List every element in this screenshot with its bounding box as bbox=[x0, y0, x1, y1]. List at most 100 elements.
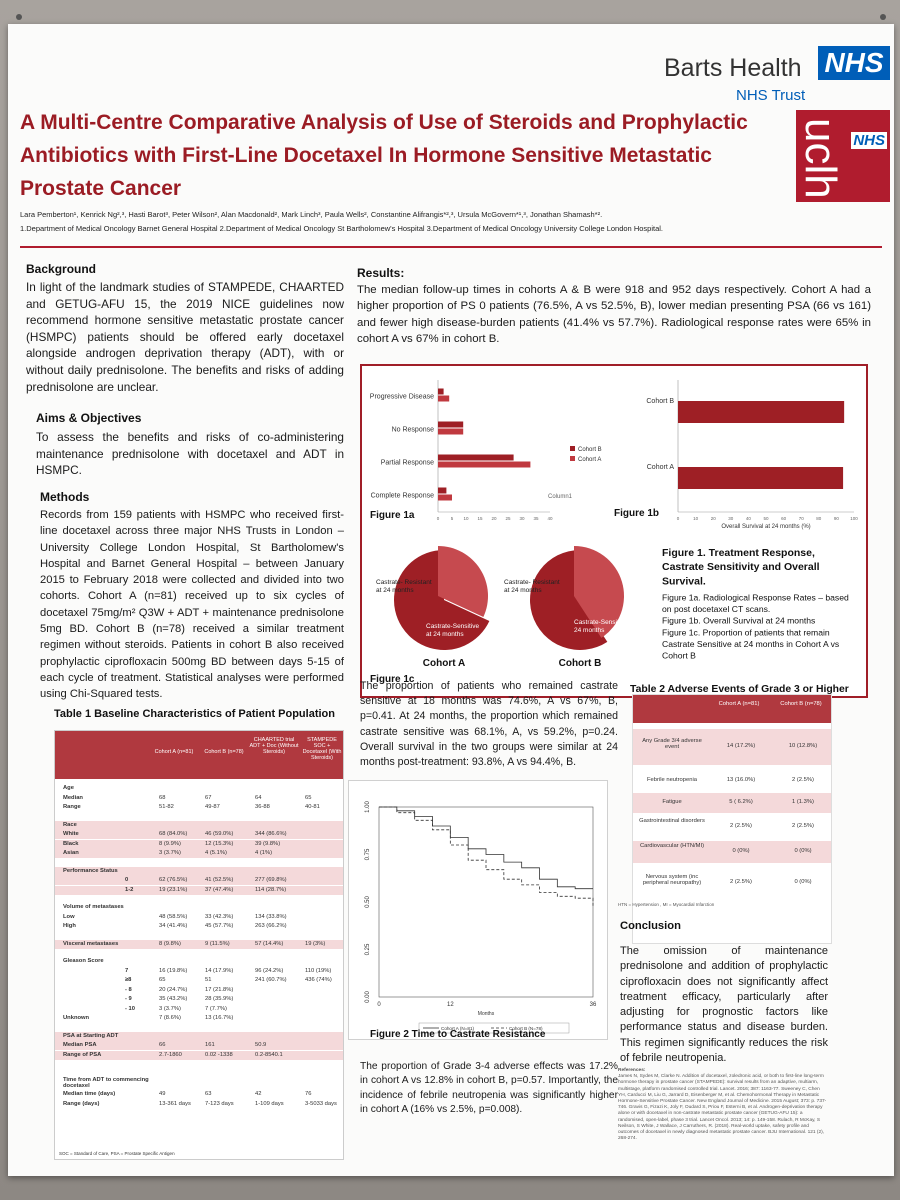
table1-row-band bbox=[55, 830, 343, 839]
table1-cell: 7 (8.6%) bbox=[159, 1015, 181, 1021]
table1-cell: 0.02 -1338 bbox=[205, 1051, 233, 1058]
results-text: The median follow-up times in cohorts A … bbox=[357, 284, 871, 346]
fig1a-tick-label: 15 bbox=[477, 516, 483, 521]
table1-row-label: - 10 bbox=[125, 1005, 135, 1012]
references: References: James N, Sydes M, Clarke N. … bbox=[618, 1068, 828, 1142]
conclusion-text: The omission of maintenance prednisolone… bbox=[620, 945, 828, 1065]
table1-row-band bbox=[55, 885, 343, 895]
table1-cell: 51-82 bbox=[159, 804, 174, 810]
table1-row-band bbox=[55, 939, 343, 949]
figure2-chart: 0.00 0.25 0.50 0.75 1.00 0 12 36 Months Cohort A … bbox=[365, 801, 597, 1034]
table2-row-band bbox=[633, 729, 831, 765]
table2-cell: 0 (0%) bbox=[732, 848, 750, 854]
table1-cell: 68 (84.0%) bbox=[159, 831, 188, 837]
table1-row-label: Age bbox=[63, 785, 74, 791]
table1-cell: 96 (24.2%) bbox=[255, 967, 284, 974]
table2-row-label: Any Grade 3/4 adverse event bbox=[642, 738, 702, 750]
table2-col-cohort-a: Cohort A (n=81) bbox=[718, 701, 760, 707]
fig2-legend-b: Cohort B (N=78) bbox=[509, 1026, 543, 1031]
fig2-ytick: 1.00 bbox=[365, 801, 371, 813]
fig1b-tick-label: 40 bbox=[746, 516, 752, 521]
pie-slice-sensitive bbox=[394, 550, 490, 650]
fig2-ytick: 0.75 bbox=[365, 848, 371, 860]
table2-cell: 5 ( 6.2%) bbox=[729, 799, 753, 805]
table1-row-label: Range of PSA bbox=[63, 1051, 102, 1058]
table1-cell: 241 (60.7%) bbox=[255, 977, 287, 983]
fig1a-tick-label: 5 bbox=[451, 516, 454, 521]
fig1a-category-label: Complete Response bbox=[371, 493, 435, 500]
fig1b-tick-label: 30 bbox=[728, 516, 734, 521]
table2-cell: 10 (12.8%) bbox=[788, 743, 818, 749]
table1-cell: 161 bbox=[205, 1042, 215, 1048]
fig1a-tick-label: 30 bbox=[519, 516, 525, 521]
fig1b-tick-label: 10 bbox=[693, 516, 699, 521]
methods-heading: Methods bbox=[40, 490, 90, 504]
fig2-xlabel: Months bbox=[478, 1011, 495, 1017]
castrate-text: The proportion of patients who remained … bbox=[360, 680, 618, 769]
fig1c-label: Figure 1c bbox=[370, 674, 415, 685]
table1-col-cohort-b: Cohort B (n=78) bbox=[204, 749, 244, 755]
table2-row-label: Cardiovascular (HTN/MI) bbox=[639, 843, 705, 849]
fig1b-tick-label: 90 bbox=[834, 516, 840, 521]
table1-cell: 3 (3.7%) bbox=[159, 1005, 181, 1012]
table1-cell: 14 (17.9%) bbox=[205, 967, 234, 974]
fig1a-legend-swatch-b bbox=[570, 446, 575, 451]
fig2-xtick: 36 bbox=[590, 1002, 597, 1008]
fig2-xtick: 0 bbox=[377, 1002, 381, 1008]
fig1a-bar bbox=[438, 454, 514, 461]
fig1a-tick-label: 20 bbox=[491, 516, 497, 521]
pie-b-sensitive-label-2: 24 months bbox=[574, 627, 605, 634]
table1-cell: 16 (19.8%) bbox=[159, 967, 188, 974]
fig1a-category-label: No Response bbox=[392, 427, 435, 434]
fig1b-tick-label: 80 bbox=[816, 516, 822, 521]
adverse-text: The proportion of Grade 3-4 adverse effe… bbox=[360, 1061, 618, 1116]
fig1a-bar bbox=[438, 421, 464, 428]
table1-cell: 13-361 days bbox=[159, 1100, 191, 1107]
table2-row-label: Febrile neutropenia bbox=[647, 777, 697, 783]
fig1a-tick-label: 35 bbox=[533, 516, 539, 521]
table1-row-label: Gleason Score bbox=[63, 958, 104, 964]
table1-cell: 277 (69.8%) bbox=[255, 877, 287, 883]
pie-a-sensitive-label: Castrate-Sensitive bbox=[426, 623, 479, 630]
table1-cell: 1-109 days bbox=[255, 1100, 284, 1107]
nhs-trust-label: NHS Trust bbox=[736, 87, 806, 104]
table1-cell: 114 (28.7%) bbox=[255, 886, 287, 893]
table1-row-label: 0 bbox=[125, 877, 129, 883]
fig2-ytick: 0.50 bbox=[365, 896, 371, 908]
table1-cell: 76 bbox=[305, 1091, 312, 1097]
table1-cell: 7 (7.7%) bbox=[205, 1005, 227, 1012]
table1-row-label: Time from ADT to commencing docetaxel bbox=[63, 1077, 149, 1089]
affiliations: 1.Department of Medical Oncology Barnet … bbox=[20, 224, 663, 233]
table2-row-band bbox=[633, 793, 831, 813]
aims-text: To assess the benefits and risks of co-a… bbox=[36, 430, 344, 478]
table1-row-label: Volume of metastases bbox=[63, 904, 124, 910]
fig1b-tick-label: 60 bbox=[781, 516, 787, 521]
pin bbox=[880, 14, 886, 20]
table1-cell: 9 (11.5%) bbox=[205, 940, 230, 947]
fig1a-bar bbox=[438, 395, 450, 402]
conclusion-heading: Conclusion bbox=[620, 920, 681, 932]
fig1a-tick-label: 40 bbox=[547, 516, 553, 521]
table1-row-band bbox=[55, 866, 343, 876]
table1-col-chaarted: CHAARTED trial ADT + Doc (Without Steroi… bbox=[249, 737, 299, 755]
fig1a-category-label: Progressive Disease bbox=[370, 394, 434, 401]
table1: Cohort A (n=81) Cohort B (n=78) CHAARTED… bbox=[54, 730, 344, 1160]
table1-row-label: Race bbox=[63, 821, 77, 828]
table1-cell: 66 bbox=[159, 1042, 166, 1048]
authors: Lara Pemberton¹, Kenrick Ng²,³, Hasti Ba… bbox=[20, 210, 603, 219]
table2-cell: 2 (2.5%) bbox=[730, 879, 752, 885]
background-heading: Background bbox=[26, 262, 97, 276]
fig1-caption-title: Castrate Sensitivity and Overall bbox=[662, 561, 820, 573]
references-heading: References: bbox=[618, 1068, 646, 1073]
table1-row-label: Median time (days) bbox=[63, 1091, 116, 1097]
fig1a-bar bbox=[438, 487, 447, 494]
pie-slice-resistant bbox=[438, 546, 488, 618]
fig2-ytick: 0.25 bbox=[365, 943, 371, 955]
table1-row-band bbox=[55, 1050, 343, 1060]
table1-cell: 0.2-8540.1 bbox=[255, 1051, 283, 1058]
table1-cell: 34 (41.4%) bbox=[159, 923, 188, 929]
table1-row-band bbox=[55, 1041, 343, 1050]
table1-row-band bbox=[55, 820, 343, 830]
fig1a-bar bbox=[438, 461, 531, 468]
table1-header: Cohort A (n=81) Cohort B (n=78) CHAARTED… bbox=[55, 731, 343, 779]
